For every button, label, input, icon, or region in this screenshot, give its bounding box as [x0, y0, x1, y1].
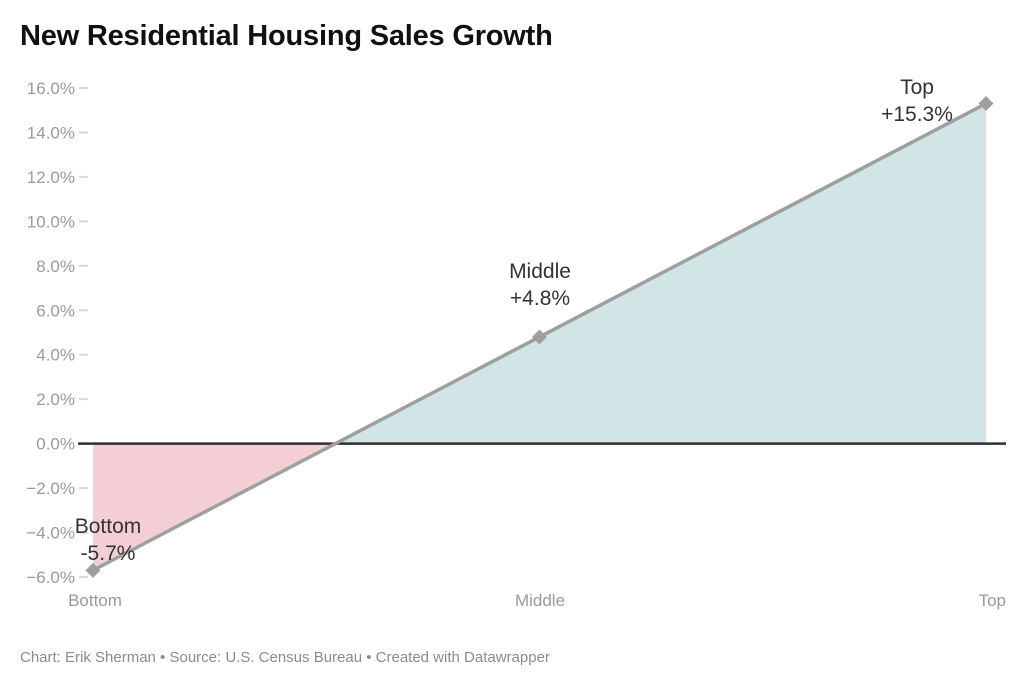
point-label-name: Bottom	[75, 515, 142, 538]
point-label-name: Top	[900, 76, 934, 99]
y-axis-tick-label: −6.0%	[26, 568, 75, 587]
data-point-marker	[978, 96, 994, 112]
x-axis-category-label: Top	[979, 591, 1006, 610]
y-axis-tick-label: −2.0%	[26, 479, 75, 498]
y-axis-tick-label: 4.0%	[36, 346, 75, 365]
chart-title: New Residential Housing Sales Growth	[20, 20, 553, 52]
y-axis-tick-label: 2.0%	[36, 390, 75, 409]
y-axis-tick-label: 14.0%	[27, 123, 75, 142]
x-axis-category-label: Middle	[515, 591, 565, 610]
y-axis-tick-label: 6.0%	[36, 301, 75, 320]
y-axis-tick-label: −4.0%	[26, 524, 75, 543]
y-axis-tick-label: 0.0%	[36, 435, 75, 454]
y-axis-tick-label: 10.0%	[27, 212, 75, 231]
point-label-value: -5.7%	[81, 542, 136, 565]
x-axis-category-label: Bottom	[68, 591, 122, 610]
chart-footer-credits: Chart: Erik Sherman • Source: U.S. Censu…	[20, 649, 550, 666]
data-point-marker	[85, 562, 101, 578]
y-axis-tick-label: 8.0%	[36, 257, 75, 276]
y-axis-tick-label: 16.0%	[27, 79, 75, 98]
point-label-value: +4.8%	[510, 287, 570, 310]
data-point-marker	[532, 329, 547, 345]
area-fill-positive	[335, 103, 986, 444]
point-label-value: +15.3%	[881, 103, 953, 126]
y-axis-tick-label: 12.0%	[27, 168, 75, 187]
point-label-name: Middle	[509, 260, 571, 283]
